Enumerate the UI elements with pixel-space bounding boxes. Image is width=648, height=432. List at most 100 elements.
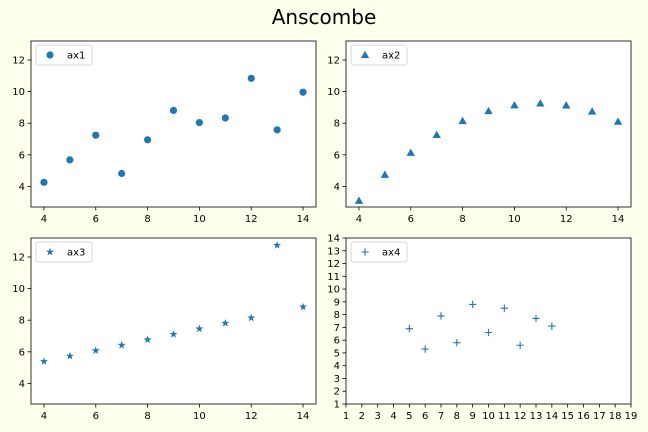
legend-label: ax3 — [67, 248, 85, 259]
data-point — [380, 170, 390, 178]
data-point — [516, 341, 524, 349]
legend-box — [35, 44, 93, 66]
y-tick-label: 11 — [327, 272, 340, 283]
y-tick-label: 4 — [334, 361, 340, 372]
data-point — [484, 328, 493, 337]
data-point — [143, 335, 152, 344]
x-tick-label: 6 — [93, 411, 99, 422]
legend: ax1 — [35, 44, 93, 66]
data-point — [500, 304, 508, 312]
x-tick-label: 18 — [609, 411, 622, 422]
data-point — [587, 107, 597, 115]
legend-box — [35, 241, 93, 263]
x-tick-label: 8 — [144, 214, 150, 225]
legend-marker — [361, 248, 369, 256]
data-point — [66, 156, 74, 164]
data-point — [143, 136, 152, 144]
x-tick-label: 14 — [545, 411, 558, 422]
legend-label: ax1 — [67, 51, 85, 62]
data-point — [484, 106, 493, 115]
x-tick-label: 14 — [297, 411, 310, 422]
legend: ax2 — [350, 44, 408, 66]
data-point — [469, 300, 477, 308]
x-tick-label: 3 — [374, 411, 380, 422]
y-tick-label: 12 — [12, 252, 25, 263]
x-tick-label: 4 — [41, 411, 47, 422]
y-tick-label: 3 — [334, 374, 340, 385]
legend-label: ax2 — [382, 51, 400, 62]
x-tick-label: 16 — [577, 411, 590, 422]
data-point — [532, 314, 540, 323]
y-tick-label: 6 — [334, 336, 340, 347]
data-point — [613, 117, 623, 125]
legend: ax3 — [35, 241, 93, 263]
legend-box — [350, 44, 408, 66]
data-point — [169, 106, 178, 115]
y-tick-label: 6 — [334, 150, 340, 161]
x-tick-label: 12 — [560, 214, 573, 225]
y-tick-label: 10 — [12, 87, 25, 98]
data-point — [548, 322, 556, 330]
data-point — [536, 99, 545, 107]
y-tick-label: 4 — [19, 182, 25, 193]
x-tick-label: 17 — [593, 411, 606, 422]
data-point — [221, 114, 229, 122]
data-point — [458, 116, 467, 125]
x-tick-label: 10 — [482, 411, 495, 422]
x-tick-label: 4 — [41, 214, 47, 225]
x-tick-label: 9 — [469, 411, 475, 422]
data-point — [437, 312, 445, 320]
y-tick-label: 4 — [19, 379, 25, 390]
x-tick-label: 1 — [343, 411, 349, 422]
subplot-ax4: 1 2 3 4 5 6 7 8 9 10 11 12 13 14 15 16 17 18 1912345678910… — [327, 234, 637, 423]
legend-marker — [360, 50, 370, 59]
x-tick-label: 14 — [297, 214, 310, 225]
x-tick-label: 6 — [93, 214, 99, 225]
x-tick-label: 19 — [625, 411, 638, 422]
y-tick-label: 12 — [327, 259, 340, 270]
x-tick-label: 14 — [612, 214, 625, 225]
y-tick-label: 8 — [334, 119, 340, 130]
subplot-ax3: 4 6 8 10 12 14 4 6 8 10 12 ax3 — [12, 237, 317, 422]
x-tick-label: 12 — [245, 411, 258, 422]
axes-frame — [30, 40, 317, 208]
data-point — [453, 339, 461, 347]
x-tick-label: 4 — [390, 411, 396, 422]
x-tick-label: 12 — [514, 411, 527, 422]
data-point — [299, 302, 308, 311]
subplot-ax2: 4 6 8 10 12 14 4 6 8 10 12 ax2 — [327, 40, 632, 225]
y-tick-label: 8 — [19, 316, 25, 327]
x-tick-label: 10 — [193, 214, 206, 225]
y-tick-label: 5 — [334, 348, 340, 359]
legend-box — [350, 241, 408, 263]
legend: ax4 — [350, 241, 408, 263]
x-tick-label: 8 — [144, 411, 150, 422]
y-tick-label: 8 — [334, 310, 340, 321]
y-tick-label: 7 — [334, 323, 340, 334]
x-tick-label: 11 — [498, 411, 511, 422]
x-tick-label: 6 — [422, 411, 428, 422]
x-tick-label: 8 — [459, 214, 465, 225]
data-point — [299, 88, 307, 96]
data-point — [247, 74, 255, 82]
data-point — [92, 131, 100, 139]
legend-marker — [46, 51, 54, 59]
x-tick-label: 10 — [193, 411, 206, 422]
data-point — [195, 324, 204, 333]
y-tick-label: 12 — [327, 55, 340, 66]
data-point — [221, 319, 230, 327]
x-tick-label: 6 — [408, 214, 414, 225]
data-point — [510, 100, 519, 109]
data-point — [39, 357, 48, 365]
legend-label: ax4 — [382, 248, 400, 259]
x-tick-label: 8 — [454, 411, 460, 422]
y-tick-label: 9 — [334, 297, 340, 308]
y-tick-label: 4 — [334, 182, 340, 193]
x-tick-label: 13 — [530, 411, 543, 422]
x-tick-label: 10 — [508, 214, 521, 225]
data-point — [40, 178, 48, 186]
data-point — [118, 169, 126, 178]
y-tick-label: 6 — [19, 150, 25, 161]
data-point — [273, 241, 282, 249]
y-tick-label: 8 — [19, 119, 25, 130]
